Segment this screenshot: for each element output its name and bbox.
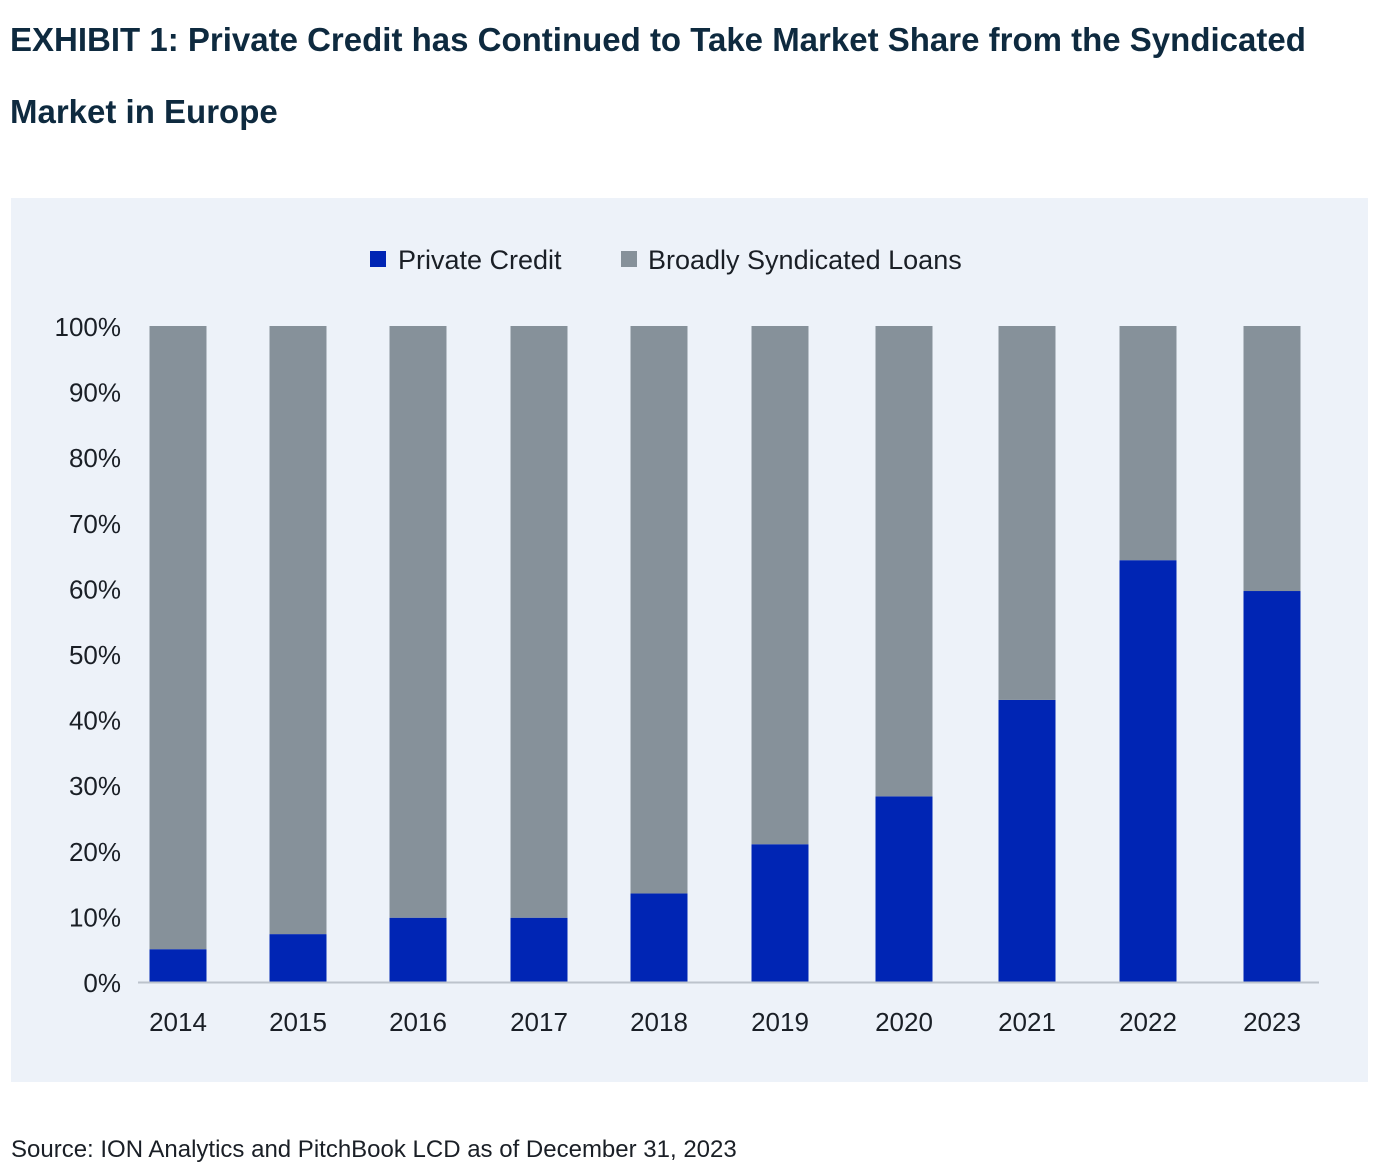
bar-group-2023: Private Credit 2023: 59.6%Broadly Syndic… <box>1243 326 1301 982</box>
x-tick-label: 2021 <box>998 1007 1056 1037</box>
y-tick-label: 60% <box>69 574 121 604</box>
bar-group-2019: Private Credit 2019: 21%Broadly Syndicat… <box>751 326 809 982</box>
x-tick-label: 2019 <box>751 1007 809 1037</box>
bar-private-credit: Private Credit 2019: 21% <box>751 844 809 982</box>
bar-private-credit: Private Credit 2017: 9.8% <box>510 917 568 982</box>
legend-swatch <box>370 251 386 267</box>
bar-group-2016: Private Credit 2016: 9.8%Broadly Syndica… <box>389 326 447 982</box>
bar-broadly-syndicated-loans: Broadly Syndicated Loans 2021: 57% <box>998 326 1056 700</box>
bar-private-credit: Private Credit 2020: 28.3% <box>875 796 933 982</box>
bar-private-credit: Private Credit 2022: 64.3% <box>1119 560 1177 982</box>
bar-broadly-syndicated-loans: Broadly Syndicated Loans 2020: 71.7% <box>875 326 933 797</box>
bar-group-2015: Private Credit 2015: 7.3%Broadly Syndica… <box>269 326 327 982</box>
bar-private-credit: Private Credit 2021: 43% <box>998 699 1056 982</box>
y-tick-label: 30% <box>69 771 121 801</box>
y-tick-label: 20% <box>69 837 121 867</box>
bar-private-credit: Private Credit 2023: 59.6% <box>1243 591 1301 982</box>
bar-private-credit: Private Credit 2015: 7.3% <box>269 934 327 982</box>
bar-broadly-syndicated-loans: Broadly Syndicated Loans 2023: 40.4% <box>1243 326 1301 592</box>
bar-broadly-syndicated-loans: Broadly Syndicated Loans 2015: 92.7% <box>269 326 327 935</box>
x-tick-label: 2022 <box>1119 1007 1177 1037</box>
exhibit-title: EXHIBIT 1: Private Credit has Continued … <box>10 21 1306 130</box>
bar-group-2017: Private Credit 2017: 9.8%Broadly Syndica… <box>510 326 568 982</box>
chart-legend: Private Credit Broadly Syndicated Loans <box>370 245 962 275</box>
bar-broadly-syndicated-loans: Broadly Syndicated Loans 2016: 90.2% <box>389 326 447 918</box>
x-tick-label: 2023 <box>1243 1007 1301 1037</box>
y-tick-label: 100% <box>55 312 122 342</box>
bar-broadly-syndicated-loans: Broadly Syndicated Loans 2022: 35.7% <box>1119 326 1177 561</box>
y-tick-label: 70% <box>69 509 121 539</box>
y-tick-label: 40% <box>69 706 121 736</box>
bar-private-credit: Private Credit 2014: 5% <box>149 949 207 982</box>
legend-item-1: Private Credit <box>370 245 562 275</box>
legend-label: Private Credit <box>398 245 562 275</box>
x-axis: 2014 2015 2016 2017 2018 2019 2020 2021 2022 2023 <box>149 1007 1301 1037</box>
y-tick-label: 90% <box>69 378 121 408</box>
y-tick-label: 0% <box>83 968 121 998</box>
y-tick-label: 50% <box>69 640 121 670</box>
bar-private-credit: Private Credit 2016: 9.8% <box>389 917 447 982</box>
source-note: Source: ION Analytics and PitchBook LCD … <box>11 1136 737 1163</box>
bar-private-credit: Private Credit 2018: 13.5% <box>630 893 688 982</box>
x-tick-label: 2016 <box>389 1007 447 1037</box>
bar-broadly-syndicated-loans: Broadly Syndicated Loans 2017: 90.2% <box>510 326 568 918</box>
x-tick-label: 2017 <box>510 1007 568 1037</box>
x-tick-label: 2014 <box>149 1007 207 1037</box>
bar-group-2018: Private Credit 2018: 13.5%Broadly Syndic… <box>630 326 688 982</box>
y-tick-label: 80% <box>69 443 121 473</box>
bar-group-2021: Private Credit 2021: 43%Broadly Syndicat… <box>998 326 1056 982</box>
legend-item-2: Broadly Syndicated Loans <box>621 245 962 275</box>
bar-group-2020: Private Credit 2020: 28.3%Broadly Syndic… <box>875 326 933 982</box>
bar-broadly-syndicated-loans: Broadly Syndicated Loans 2019: 79% <box>751 326 809 845</box>
x-tick-label: 2020 <box>875 1007 933 1037</box>
bar-area: Private Credit 2014: 5%Broadly Syndicate… <box>149 326 1301 982</box>
chart-panel: Private Credit Broadly Syndicated Loans 0… <box>11 198 1368 1082</box>
bar-broadly-syndicated-loans: Broadly Syndicated Loans 2014: 95% <box>149 326 207 950</box>
y-axis: 0% 10% 20% 30% 40% 50% 60% 70% 80% 90% 100% <box>55 312 122 998</box>
y-tick-label: 10% <box>69 902 121 932</box>
x-tick-label: 2018 <box>630 1007 688 1037</box>
x-tick-label: 2015 <box>269 1007 327 1037</box>
bar-broadly-syndicated-loans: Broadly Syndicated Loans 2018: 86.5% <box>630 326 688 894</box>
bar-group-2014: Private Credit 2014: 5%Broadly Syndicate… <box>149 326 207 982</box>
bar-group-2022: Private Credit 2022: 64.3%Broadly Syndic… <box>1119 326 1177 982</box>
legend-swatch <box>621 251 637 267</box>
legend-label: Broadly Syndicated Loans <box>648 245 962 275</box>
stacked-bar-chart: Private Credit Broadly Syndicated Loans 0… <box>55 245 1319 1037</box>
